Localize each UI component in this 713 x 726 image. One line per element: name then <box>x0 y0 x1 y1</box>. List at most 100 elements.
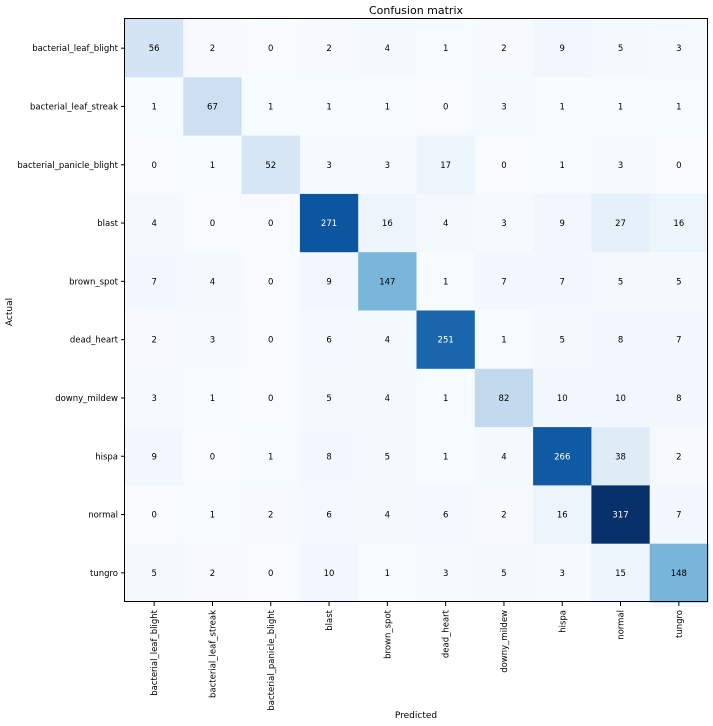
cell-value-label: 1 <box>443 394 448 404</box>
cell-value-label: 1 <box>210 511 215 521</box>
cell-value-label: 1 <box>676 102 681 112</box>
cell-value-label: 2 <box>501 44 506 54</box>
cell-value-label: 3 <box>210 336 215 346</box>
y-tick-label-normal: normal <box>88 511 118 521</box>
heatmap-cell <box>533 310 592 370</box>
x-tick-label-blast: blast <box>325 609 335 630</box>
x-tick-label-bacterial-panicle-blight: bacterial_panicle_blight <box>267 609 277 710</box>
cell-value-label: 5 <box>560 336 565 346</box>
cell-value-label: 8 <box>326 452 331 462</box>
cell-value-label: 3 <box>676 44 681 54</box>
heatmap-cell <box>358 77 417 137</box>
x-tick-label-hispa: hispa <box>558 610 568 633</box>
heatmap-cell <box>649 135 709 195</box>
cell-value-label: 1 <box>560 102 565 112</box>
y-tick-label-downy-mildew: downy_mildew <box>55 394 118 404</box>
cell-value-label: 3 <box>443 569 448 579</box>
cell-value-label: 1 <box>326 102 331 112</box>
heatmap-cell <box>533 19 592 78</box>
y-axis-ticks: bacterial_leaf_blight bacterial_leaf_stre… <box>17 44 125 579</box>
heatmap-cell <box>358 310 417 370</box>
cell-value-label: 7 <box>560 277 565 287</box>
heatmap-cell <box>299 135 359 195</box>
heatmap-cell <box>183 485 243 545</box>
heatmap-cell <box>474 19 534 78</box>
heatmap-cell <box>533 252 592 311</box>
heatmap-cell <box>299 19 359 78</box>
heatmap-cell <box>474 135 534 195</box>
cell-value-label: 1 <box>385 102 390 112</box>
chart-title: Confusion matrix <box>369 4 464 17</box>
heatmap-cell <box>416 427 476 486</box>
heatmap-cell <box>358 135 417 195</box>
heatmap-cell <box>125 77 184 137</box>
cell-value-label: 8 <box>618 336 623 346</box>
heatmap-cell <box>416 543 476 603</box>
cell-value-label: 0 <box>268 394 273 404</box>
heatmap-cell <box>591 427 651 486</box>
cell-value-label: 7 <box>676 511 681 521</box>
heatmap-cell <box>649 485 709 545</box>
heatmap-cell <box>358 485 417 545</box>
cell-value-label: 3 <box>501 102 506 112</box>
cell-value-label: 52 <box>265 161 276 171</box>
cell-value-label: 16 <box>557 511 568 521</box>
heatmap-cell <box>416 485 476 545</box>
cell-value-label: 1 <box>443 44 448 54</box>
cell-value-label: 5 <box>618 44 623 54</box>
cell-value-label: 10 <box>615 394 626 404</box>
heatmap-cell <box>241 485 301 545</box>
cell-value-label: 0 <box>443 102 448 112</box>
cell-value-label: 6 <box>443 511 448 521</box>
y-tick-label-tungro: tungro <box>90 569 118 579</box>
cell-value-label: 2 <box>501 511 506 521</box>
cell-value-label: 2 <box>151 336 156 346</box>
heatmap-cell <box>358 252 417 311</box>
heatmap-cell <box>358 427 417 486</box>
y-tick-label-dead-heart: dead_heart <box>70 336 119 346</box>
cell-value-label: 2 <box>676 452 681 462</box>
cell-value-label: 4 <box>443 219 448 229</box>
cell-value-label: 4 <box>385 44 390 54</box>
heatmap-cell <box>649 19 709 78</box>
cell-value-label: 0 <box>210 219 215 229</box>
heatmap-cell <box>125 135 184 195</box>
cell-value-label: 266 <box>554 452 570 462</box>
cell-value-label: 2 <box>210 44 215 54</box>
heatmap-cell <box>533 543 592 603</box>
heatmap-cell <box>241 368 301 428</box>
cell-value-label: 1 <box>618 102 623 112</box>
cell-value-label: 4 <box>385 336 390 346</box>
heatmap-cell <box>649 310 709 370</box>
heatmap-cell <box>358 368 417 428</box>
y-axis-label: Actual <box>5 298 15 326</box>
cell-value-label: 1 <box>210 394 215 404</box>
cell-value-label: 0 <box>151 511 156 521</box>
heatmap-cell <box>416 19 476 78</box>
heatmap-cell <box>241 427 301 486</box>
cell-value-label: 67 <box>207 102 218 112</box>
heatmap-cell <box>241 193 301 253</box>
cell-value-label: 5 <box>151 569 156 579</box>
heatmap-cell <box>183 135 243 195</box>
heatmap-cell <box>591 368 651 428</box>
cell-value-label: 7 <box>501 277 506 287</box>
heatmap-cell <box>299 77 359 137</box>
cell-value-label: 4 <box>151 219 156 229</box>
cell-value-label: 4 <box>385 394 390 404</box>
cell-value-label: 1 <box>443 277 448 287</box>
cell-value-label: 1 <box>210 161 215 171</box>
cell-value-label: 9 <box>151 452 156 462</box>
heatmap-cell <box>299 485 359 545</box>
heatmap-cell <box>474 368 534 428</box>
heatmap-cell <box>533 368 592 428</box>
x-axis-ticks: bacterial_leaf_blight bacterial_leaf_stre… <box>150 602 685 711</box>
cell-value-label: 3 <box>618 161 623 171</box>
heatmap-cell <box>125 427 184 486</box>
heatmap-cell <box>125 543 184 603</box>
heatmap-cell <box>533 135 592 195</box>
heatmap-cell <box>299 543 359 603</box>
heatmap-cell <box>591 193 651 253</box>
heatmap-cell <box>358 19 417 78</box>
